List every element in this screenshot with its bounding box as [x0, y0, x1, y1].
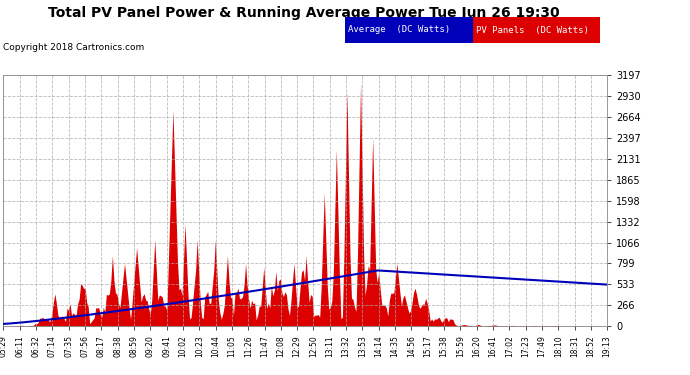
Text: PV Panels  (DC Watts): PV Panels (DC Watts) [476, 26, 589, 34]
Text: Copyright 2018 Cartronics.com: Copyright 2018 Cartronics.com [3, 43, 145, 52]
Text: Total PV Panel Power & Running Average Power Tue Jun 26 19:30: Total PV Panel Power & Running Average P… [48, 6, 560, 20]
Text: Average  (DC Watts): Average (DC Watts) [348, 26, 451, 34]
